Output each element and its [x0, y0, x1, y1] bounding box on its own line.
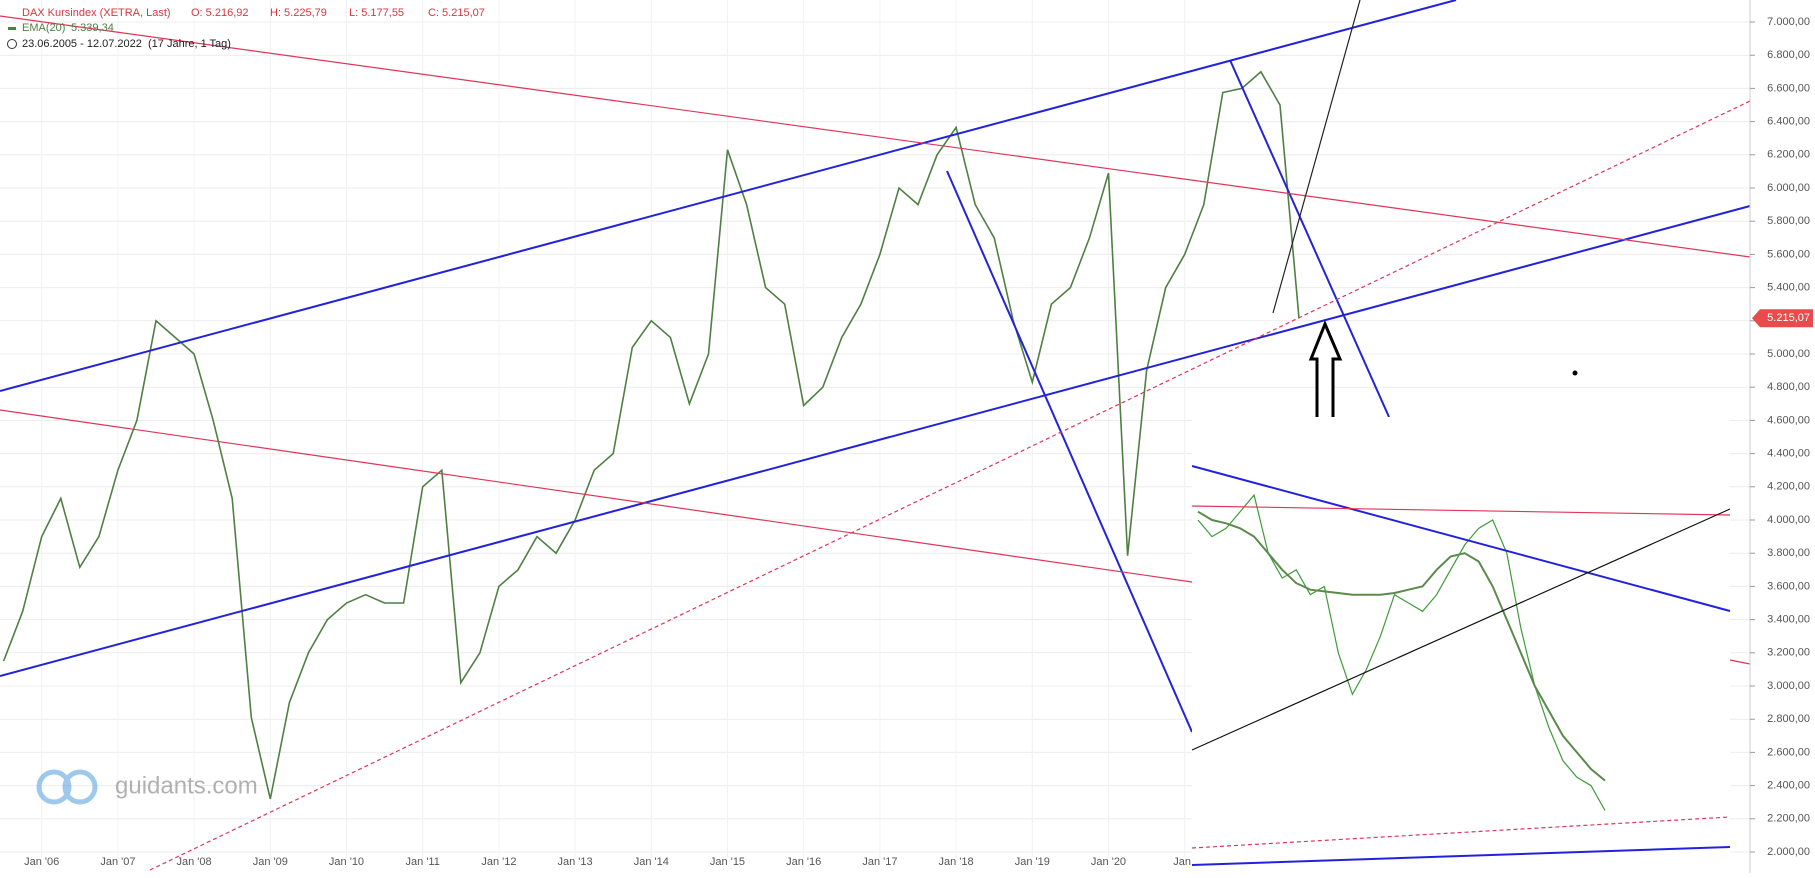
y-tick-label: 4.600,00: [1767, 414, 1810, 426]
trendline: [1729, 659, 1751, 665]
y-tick-label: 5.800,00: [1767, 215, 1810, 227]
x-tick-label: Jan '09: [253, 856, 288, 868]
trendline: [0, 15, 1751, 258]
watermark: guidants.com: [36, 769, 258, 805]
logo: [36, 769, 72, 805]
trendline: [0, 409, 1193, 583]
y-axis: 7.000,00 6.800,00 6.600,00 6.400,00 6.200,00…: [1750, 16, 1813, 858]
y-tick-label: 2.400,00: [1767, 780, 1810, 792]
trendline: [1191, 505, 1731, 516]
x-tick-label: Jan '06: [24, 856, 59, 868]
y-tick-label: 4.800,00: [1767, 381, 1810, 393]
y-tick-label: 6.600,00: [1767, 82, 1810, 94]
inset-chart: [1192, 417, 1730, 873]
inset-background: [1192, 417, 1730, 873]
y-tick-label: 3.000,00: [1767, 680, 1810, 692]
trendline: [0, 205, 1751, 677]
open: O: 5.216,92: [191, 7, 249, 19]
trendline: [1191, 465, 1731, 612]
x-tick-label: Jan '11: [406, 856, 440, 868]
inset-price: [1197, 493, 1606, 811]
y-tick-label: 3.400,00: [1767, 614, 1810, 626]
y-tick-label: 3.600,00: [1767, 580, 1810, 592]
x-tick-label: Jan '07: [100, 856, 135, 868]
x-tick-label: Jan '15: [710, 856, 745, 868]
close: C: 5.215,07: [428, 7, 485, 19]
x-tick-label: Jan '13: [558, 856, 593, 868]
y-tick-label: 6.200,00: [1767, 149, 1810, 161]
x-tick-label: Jan '12: [481, 856, 516, 868]
high: H: 5.225,79: [270, 7, 327, 19]
y-tick-label: 2.600,00: [1767, 746, 1810, 758]
inset-ema: [1197, 510, 1606, 782]
watermark-text: guidants.com: [115, 772, 258, 799]
trendline: [1229, 59, 1390, 418]
ema-value: 5.339,34: [71, 22, 114, 34]
trendline: [1191, 816, 1731, 849]
series: Jan '06 Jan '07 Jan '08 Jan '09 Jan '10 Jan '…: [2, 70, 1300, 868]
y-tick-label: 7.000,00: [1767, 16, 1810, 28]
x-tick-label: Jan '17: [862, 856, 897, 868]
y-tick-label: 2.200,00: [1767, 813, 1810, 825]
y-tick-label: 5.000,00: [1767, 348, 1810, 360]
logo: [62, 769, 98, 805]
dot: [1572, 370, 1578, 376]
y-tick-label: 4.000,00: [1767, 514, 1810, 526]
y-tick-label: 3.800,00: [1767, 547, 1810, 559]
x-tick-label: Jan '19: [1015, 856, 1050, 868]
x-tick-label: Jan '18: [939, 856, 974, 868]
trendline: [1191, 508, 1731, 751]
low: L: 5.177,55: [349, 7, 404, 19]
x-tick-label: Jan '10: [329, 856, 364, 868]
header: DAX Kursindex (XETRA, Last) O: 5.216,92 …: [7, 7, 485, 50]
trendline: [0, 0, 1457, 392]
x-tick-label: Jan '20: [1091, 856, 1126, 868]
trendline: [946, 170, 1193, 733]
price-tag: 5.215,07: [1767, 312, 1810, 324]
y-tick-label: 2.800,00: [1767, 713, 1810, 725]
y-tick-label: 3.200,00: [1767, 647, 1810, 659]
x-tick-label: Jan '08: [177, 856, 212, 868]
date-range: 23.06.2005 - 12.07.2022: [22, 38, 142, 50]
trendline: [149, 100, 1751, 871]
price-tag-bg: [1752, 309, 1813, 328]
trendline: [1191, 846, 1731, 866]
y-tick-label: 5.600,00: [1767, 248, 1810, 260]
inset-lines: [1191, 465, 1731, 866]
clock-icon: [7, 39, 17, 49]
x-tick-label: Jan '14: [634, 856, 669, 868]
ema-swatch: [8, 27, 16, 30]
y-tick-label: 6.800,00: [1767, 49, 1810, 61]
y-tick-label: 6.400,00: [1767, 116, 1810, 128]
y-tick-label: 4.400,00: [1767, 448, 1810, 460]
ema-name: EMA(20): [22, 22, 65, 34]
y-tick-label: 6.000,00: [1767, 182, 1810, 194]
price-line: [2, 70, 1300, 800]
y-tick-label: 2.000,00: [1767, 846, 1810, 858]
x-tick-label: Jan ': [1173, 856, 1196, 868]
y-tick-label: 5.400,00: [1767, 282, 1810, 294]
trendline: [1272, 0, 1361, 314]
date-span: (17 Jahre, 1 Tag): [148, 38, 231, 50]
title: DAX Kursindex (XETRA, Last): [22, 7, 171, 19]
x-tick-label: Jan '16: [786, 856, 821, 868]
y-tick-label: 4.200,00: [1767, 481, 1810, 493]
